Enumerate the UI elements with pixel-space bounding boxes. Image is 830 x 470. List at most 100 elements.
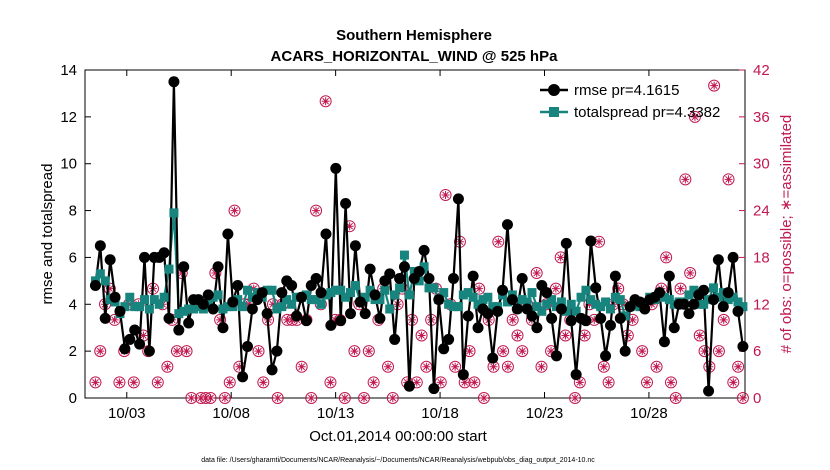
rmse-point <box>604 319 616 331</box>
obs-assimilated-point <box>206 394 215 402</box>
totalspread-point <box>566 299 576 309</box>
obs-assimilated-point <box>268 300 277 309</box>
obs-possible-point <box>477 392 490 404</box>
obs-possible-point <box>170 345 183 358</box>
rmse-point <box>443 333 455 345</box>
rmse-point <box>565 315 577 327</box>
obs-possible-point <box>223 376 236 389</box>
totalspread-point <box>267 285 277 295</box>
rmse-point <box>246 303 258 315</box>
obs-assimilated-point <box>91 378 100 387</box>
rmse-point <box>541 287 553 299</box>
rmse-point <box>143 345 155 357</box>
rmse-point <box>658 336 670 348</box>
obs-possible-point <box>324 376 337 389</box>
rmse-point <box>232 280 244 292</box>
obs-assimilated-point <box>695 331 704 340</box>
rmse-point <box>678 298 690 310</box>
obs-assimilated-point <box>614 284 623 293</box>
rmse-point <box>359 308 371 320</box>
rmse-point <box>315 287 327 299</box>
rmse-point <box>482 308 494 320</box>
totalspread-point <box>664 295 674 305</box>
obs-assimilated-point <box>364 347 373 356</box>
obs-possible-point <box>161 360 174 373</box>
y2-tick-label: 6 <box>753 343 761 360</box>
obs-possible-point <box>319 95 332 108</box>
obs-assimilated-point <box>110 315 119 324</box>
obs-possible-point <box>535 360 548 373</box>
obs-assimilated-point <box>187 394 196 402</box>
obs-possible-point <box>362 345 375 358</box>
totalspread-point <box>517 295 527 305</box>
totalspread-point <box>399 250 409 260</box>
rmse-point <box>310 273 322 285</box>
obs-possible-point <box>669 392 682 404</box>
rmse-point <box>698 284 710 296</box>
totalspread-point <box>130 302 140 312</box>
rmse-point <box>99 312 111 324</box>
rmse-point <box>501 219 513 231</box>
rmse-point <box>374 312 386 324</box>
obs-assimilated-point <box>412 378 421 387</box>
obs-possible-point <box>569 392 582 404</box>
obs-possible-point <box>218 392 231 404</box>
obs-assimilated-point <box>537 362 546 371</box>
totalspread-point <box>331 285 341 295</box>
totalspread-point <box>139 295 149 305</box>
rmse-point <box>114 305 126 317</box>
obs-assimilated-point <box>595 237 604 246</box>
obs-assimilated-point <box>619 300 628 309</box>
totalspread-point <box>615 295 625 305</box>
obs-possible-point <box>415 329 428 342</box>
totalspread-point <box>100 276 110 286</box>
rmse-point <box>94 240 106 252</box>
obs-assimilated-point <box>729 378 738 387</box>
totalspread-point <box>390 290 400 300</box>
obs-possible-point <box>712 345 725 358</box>
obs-possible-point <box>295 360 308 373</box>
obs-assimilated-point <box>211 269 220 278</box>
totalspread-point <box>336 285 346 295</box>
rmse-point <box>394 273 406 285</box>
obs-possible-point <box>722 173 735 186</box>
rmse-point <box>462 310 474 322</box>
obs-assimilated-point <box>499 347 508 356</box>
totalspread-point <box>659 292 669 302</box>
totalspread-point <box>154 299 164 309</box>
rmse-point <box>472 322 484 334</box>
rmse-point <box>717 301 729 313</box>
totalspread-point <box>439 288 449 298</box>
totalspread-point <box>144 304 154 314</box>
totalspread-point <box>571 306 581 316</box>
obs-assimilated-point <box>422 362 431 371</box>
rmse-point <box>217 322 229 334</box>
y-tick-label: 2 <box>69 343 77 360</box>
rmse-point <box>663 270 675 282</box>
obs-assimilated-point <box>96 347 105 356</box>
obs-assimilated-point <box>590 315 599 324</box>
totalspread-point <box>591 299 601 309</box>
rmse-point <box>158 247 170 259</box>
totalspread-point <box>444 299 454 309</box>
rmse-point <box>683 308 695 320</box>
rmse-point <box>428 383 440 395</box>
rmse-point <box>168 76 180 88</box>
obs-possible-point <box>271 392 284 404</box>
obs-assimilated-point <box>714 347 723 356</box>
totalspread-point <box>174 309 184 319</box>
obs-assimilated-point <box>652 362 661 371</box>
rmse-point <box>639 303 651 315</box>
obs-possible-point <box>516 345 529 358</box>
y-tick-label: 4 <box>69 296 77 313</box>
obs-assimilated-point <box>105 284 114 293</box>
totalspread-point <box>350 281 360 291</box>
totalspread-point <box>272 304 282 314</box>
totalspread-point <box>316 299 326 309</box>
obs-possible-point <box>506 313 519 326</box>
obs-assimilated-point <box>451 362 460 371</box>
totalspread-point <box>596 302 606 312</box>
rmse-point <box>134 338 146 350</box>
obs-possible-point <box>660 251 673 264</box>
rmse-point <box>320 228 332 240</box>
